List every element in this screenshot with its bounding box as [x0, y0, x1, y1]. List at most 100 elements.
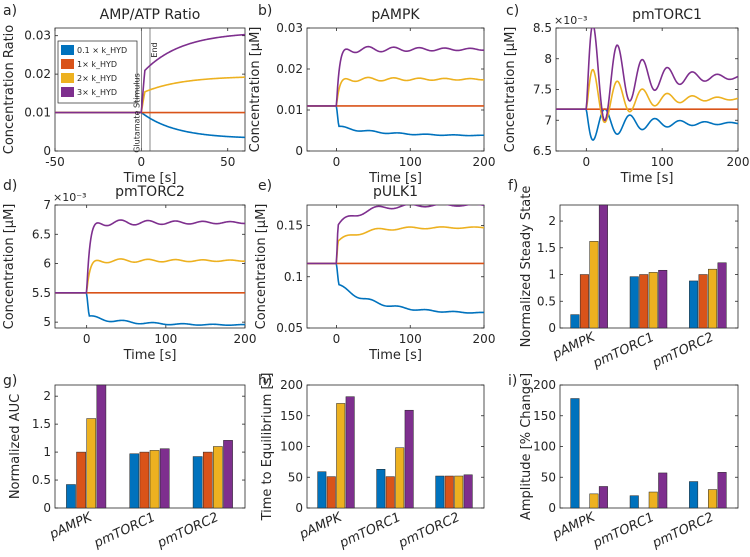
chart-panel-f: f)00.511.52pAMPKpmTORC1pmTORC2Normalized… [508, 178, 739, 372]
bar-pampk-2 [326, 476, 336, 509]
bar-pampk-2 [76, 451, 86, 509]
bar-pmtorc2-4 [717, 472, 727, 509]
bar-pmtorc2-3 [213, 446, 223, 509]
series-line-3 [55, 258, 245, 294]
bar-pmtorc1-2 [639, 274, 649, 329]
ytick-label: 0.02 [24, 67, 51, 81]
x-axis-label: Time [s] [620, 171, 674, 186]
series-line-4 [307, 205, 484, 265]
y-axis-label: Concentration [μM] [503, 27, 518, 153]
bar-pampk-3 [589, 493, 599, 509]
panel-label: a) [3, 3, 17, 19]
bar-pmtorc2-2 [444, 475, 454, 509]
axes-box-1 [306, 27, 485, 152]
axis-exponent: ×10⁻³ [53, 191, 86, 204]
ytick-label: 1 [548, 268, 556, 282]
ytick-label: 7 [544, 113, 552, 127]
bar-pmtorc1-4 [159, 448, 170, 509]
legend-swatch [61, 45, 74, 55]
bar-pmtorc1-1 [629, 276, 639, 329]
bar-pmtorc2-2 [202, 451, 213, 509]
y-axis-label: Concentration [μM] [2, 204, 17, 330]
bar-pmtorc2-1 [689, 481, 699, 509]
xtick-label: 0 [83, 332, 91, 346]
bar-pmtorc1-3 [149, 450, 160, 509]
panel-label: i) [508, 373, 517, 389]
axes-box-3 [54, 204, 246, 329]
ytick-label: 0.03 [24, 29, 51, 43]
chart-panel-i: i)050100150200pAMPKpmTORC1pmTORC2Amplitu… [508, 373, 739, 552]
bar-pmtorc2-3 [708, 268, 718, 329]
ytick-label: 150 [533, 409, 556, 423]
bar-pmtorc2-4 [223, 440, 233, 509]
ytick-label: 0 [295, 144, 303, 158]
ytick-label: 0.05 [276, 321, 303, 335]
bar-pmtorc2-1 [192, 456, 203, 509]
legend-label: 3× k_HYD [77, 88, 117, 97]
ytick-label: 6 [43, 257, 51, 271]
bar-pampk-3 [86, 418, 97, 509]
ytick-label: 0.01 [24, 106, 51, 120]
series-line-1 [55, 292, 245, 327]
xtick-label: 200 [727, 155, 750, 169]
xtick-label: 200 [473, 155, 496, 169]
legend: 0.1 × k_HYD 1× k_HYD 2× k_HYD 3× k_HYD [57, 40, 138, 104]
bar-pampk-1 [317, 471, 327, 509]
xtick-label: 100 [399, 332, 422, 346]
bar-pmtorc1-4 [404, 409, 414, 509]
xtick-label: 0 [333, 332, 341, 346]
series-line-4 [556, 28, 738, 122]
ytick-label: 50 [541, 470, 556, 484]
legend-label: 0.1 × k_HYD [77, 46, 127, 55]
panel-label: d) [3, 178, 17, 194]
xtick-label: 50 [220, 155, 235, 169]
bar-pmtorc1-4 [658, 472, 668, 509]
bar-pampk-1 [570, 398, 580, 509]
chart-title: pULK1 [373, 184, 418, 200]
bar-pmtorc2-4 [717, 262, 727, 329]
ytick-label: 7.5 [533, 83, 552, 97]
xtick-label: 100 [651, 155, 674, 169]
ytick-label: 6.5 [32, 227, 51, 241]
ytick-label: 0 [548, 501, 556, 515]
xtick-label: 200 [234, 332, 257, 346]
bar-pmtorc2-2 [698, 274, 708, 329]
ytick-label: 2 [43, 389, 51, 403]
y-axis-label: Concentration [μM] [254, 204, 269, 330]
ytick-label: 8.5 [533, 21, 552, 35]
ytick-label: 1 [43, 445, 51, 459]
bar-pampk-3 [589, 241, 599, 329]
category-label: pmTORC2 [396, 510, 463, 552]
bar-pampk-4 [345, 396, 355, 509]
axes-box-4 [306, 204, 485, 329]
bar-pmtorc2-4 [463, 474, 473, 509]
ytick-label: 50 [288, 470, 303, 484]
y-axis-label: Time to Equilibrium [s] [260, 373, 275, 522]
panel-label: h) [258, 373, 272, 389]
bar-pampk-4 [598, 204, 608, 329]
panel-label: e) [258, 178, 272, 194]
x-axis-label: Time [s] [368, 171, 422, 186]
series-line-1 [307, 105, 484, 137]
category-label: pAMPK [47, 509, 96, 543]
ytick-label: 0.5 [537, 294, 556, 308]
ytick-label: 200 [533, 378, 556, 392]
y-axis-label: Normalized AUC [8, 394, 23, 499]
series-line-4 [55, 33, 245, 114]
axes-box-2 [555, 27, 739, 152]
bar-pmtorc1-1 [129, 453, 140, 509]
legend-label: 2× k_HYD [77, 74, 117, 83]
category-label: pmTORC1 [91, 510, 158, 552]
ytick-label: 0.01 [276, 103, 303, 117]
legend-swatch [61, 87, 74, 97]
ytick-label: 1.5 [537, 241, 556, 255]
y-axis-label: Concentration Ratio [2, 25, 17, 155]
bar-pmtorc1-3 [648, 491, 658, 509]
ytick-label: 2 [548, 214, 556, 228]
chart-title: AMP/ATP Ratio [100, 7, 201, 23]
bar-pampk-1 [570, 314, 580, 329]
